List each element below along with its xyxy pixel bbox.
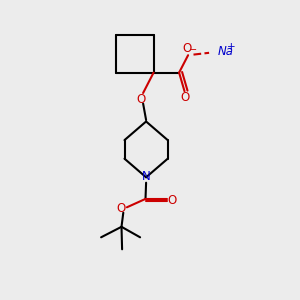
Text: O: O — [182, 42, 191, 55]
Text: O: O — [136, 92, 145, 106]
Text: Na: Na — [218, 44, 234, 58]
Text: O: O — [116, 202, 125, 215]
Text: N: N — [142, 169, 151, 183]
Text: O: O — [168, 194, 177, 207]
Text: +: + — [227, 42, 236, 52]
Text: O: O — [181, 91, 190, 104]
Text: −: − — [188, 45, 197, 55]
